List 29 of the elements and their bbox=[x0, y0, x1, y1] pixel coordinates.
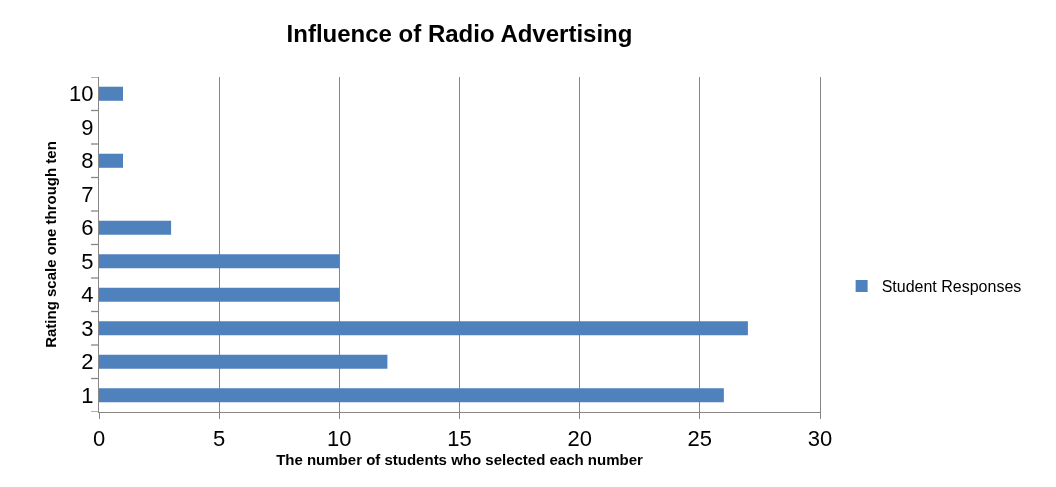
y-tick-label: 7 bbox=[81, 181, 94, 207]
y-tick-label: 3 bbox=[81, 315, 94, 341]
x-tick-label: 30 bbox=[807, 425, 833, 451]
legend-label: Student Responses bbox=[881, 278, 1022, 296]
bar bbox=[99, 153, 124, 168]
x-tick-label: 0 bbox=[92, 425, 106, 451]
y-tick-label: 5 bbox=[81, 248, 94, 274]
x-tick-label: 20 bbox=[567, 425, 592, 451]
x-tick-label: 10 bbox=[327, 425, 352, 451]
y-axis-title: Rating scale one through ten bbox=[42, 141, 60, 348]
y-tick-label: 4 bbox=[81, 282, 94, 308]
y-tick-label: 1 bbox=[81, 382, 94, 408]
y-tick-label: 2 bbox=[81, 349, 94, 375]
y-tick-label: 8 bbox=[81, 148, 94, 174]
x-tick-label: 15 bbox=[447, 425, 472, 451]
y-tick-label: 6 bbox=[81, 215, 94, 241]
bar bbox=[99, 354, 388, 369]
y-tick-label: 9 bbox=[81, 114, 94, 140]
bar bbox=[99, 220, 172, 235]
y-tick-label: 10 bbox=[68, 81, 94, 107]
x-tick-label: 25 bbox=[687, 425, 713, 451]
x-tick-label: 5 bbox=[213, 425, 226, 451]
bar bbox=[99, 321, 748, 336]
x-axis-title: The number of students who selected each number bbox=[276, 450, 644, 468]
chart-title: Influence of Radio Advertising bbox=[286, 20, 633, 48]
bar bbox=[99, 388, 724, 403]
bar bbox=[99, 254, 340, 269]
bar bbox=[99, 86, 124, 101]
bar bbox=[99, 287, 340, 302]
